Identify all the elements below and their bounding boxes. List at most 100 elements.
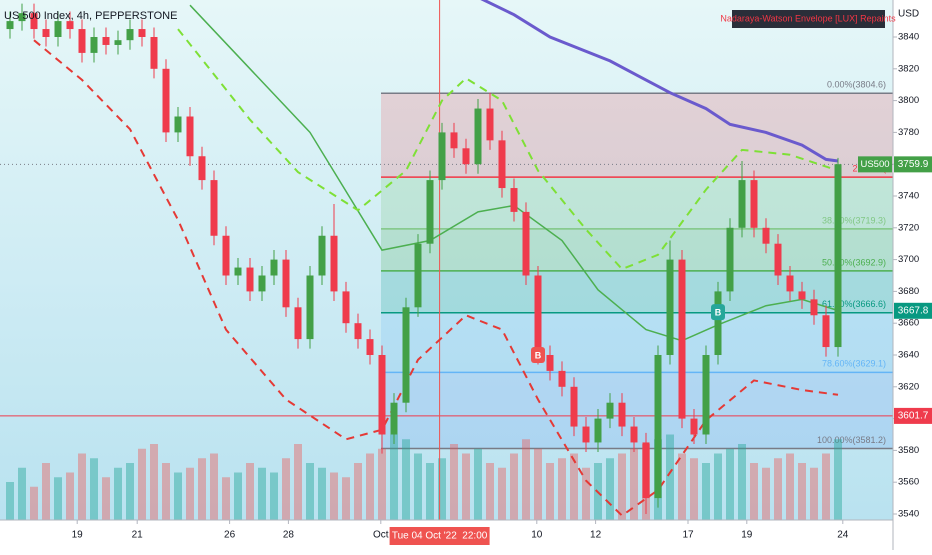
volume-bar bbox=[138, 448, 146, 520]
indicator-line bbox=[177, 28, 839, 271]
candle-body bbox=[210, 180, 218, 236]
plot-area: 0.00%(3804.6)23.60%(38.20%(3719.3)50.00%… bbox=[0, 0, 893, 520]
candle-body bbox=[474, 108, 482, 165]
fib-label: 61.80%(3666.6) bbox=[822, 299, 886, 309]
y-tick-label: 3560 bbox=[898, 477, 919, 488]
y-tick-label: 3540 bbox=[898, 509, 919, 520]
fib-zone bbox=[381, 270, 893, 313]
volume-bar bbox=[294, 444, 302, 520]
volume-bar bbox=[714, 453, 722, 520]
volume-bar bbox=[30, 486, 38, 520]
volume-bar bbox=[390, 434, 398, 520]
x-tick-label: 19 bbox=[72, 530, 84, 541]
volume-bar bbox=[234, 472, 242, 520]
price-label: 3759.9 bbox=[898, 159, 929, 170]
volume-bar bbox=[174, 472, 182, 520]
candle-body bbox=[450, 132, 458, 149]
candle-body bbox=[246, 267, 254, 292]
volume-bar bbox=[198, 458, 206, 520]
candle-body bbox=[186, 116, 194, 157]
x-tick-label: 12 bbox=[590, 530, 602, 541]
candle-body bbox=[462, 148, 470, 165]
volume-bar bbox=[666, 434, 674, 520]
y-tick-label: 3620 bbox=[898, 381, 919, 392]
candle-body bbox=[18, 13, 26, 22]
volume-bar bbox=[282, 458, 290, 520]
candle-body bbox=[498, 140, 506, 189]
candle-body bbox=[270, 259, 278, 276]
candle-body bbox=[654, 355, 662, 499]
volume-bar bbox=[414, 453, 422, 520]
x-tick-label: 19 bbox=[741, 530, 753, 541]
volume-bar bbox=[510, 453, 518, 520]
volume-bar bbox=[54, 477, 62, 520]
candle-body bbox=[78, 29, 86, 53]
candle-body bbox=[414, 243, 422, 308]
volume-bar bbox=[762, 467, 770, 520]
volume-bar bbox=[78, 453, 86, 520]
volume-bar bbox=[690, 458, 698, 520]
candle-body bbox=[378, 355, 386, 435]
candle-body bbox=[426, 180, 434, 244]
volume-bar bbox=[306, 463, 314, 520]
volume-bar bbox=[618, 453, 626, 520]
price-label: 3667.8 bbox=[898, 305, 929, 316]
volume-bar bbox=[822, 453, 830, 520]
candle-body bbox=[546, 355, 554, 371]
symbol-label: US500 bbox=[860, 159, 889, 170]
candle-body bbox=[90, 37, 98, 53]
signal-label: B bbox=[715, 307, 722, 317]
candle-body bbox=[102, 37, 110, 45]
volume-bar bbox=[6, 482, 14, 520]
volume-bar bbox=[498, 467, 506, 520]
symbol-box bbox=[858, 156, 892, 173]
candle-body bbox=[750, 180, 758, 228]
candle-body bbox=[198, 156, 206, 181]
candle-body bbox=[558, 370, 566, 387]
x-tick-label: Oct bbox=[373, 530, 389, 541]
candle-body bbox=[786, 275, 794, 292]
candle-body bbox=[666, 259, 674, 355]
candle-body bbox=[594, 418, 602, 443]
fib-label: 50.00%(3692.9) bbox=[822, 257, 886, 267]
volume-bar bbox=[150, 444, 158, 520]
volume-bar bbox=[546, 463, 554, 520]
candle-body bbox=[714, 291, 722, 355]
fib-label: 0.00%(3804.6) bbox=[827, 80, 886, 90]
volume-bar bbox=[18, 467, 26, 520]
candle-body bbox=[114, 40, 122, 45]
indicator-line bbox=[189, 4, 839, 342]
candle-body bbox=[606, 402, 614, 419]
candle-body bbox=[486, 108, 494, 141]
candle-body bbox=[42, 29, 50, 37]
candle-body bbox=[318, 235, 326, 276]
volume-bar bbox=[726, 448, 734, 520]
volume-bar bbox=[210, 453, 218, 520]
indicator-line bbox=[480, 0, 839, 163]
volume-bar bbox=[834, 439, 842, 520]
fib-label: 100.00%(3581.2) bbox=[817, 435, 886, 445]
volume-bar bbox=[678, 453, 686, 520]
plot-background bbox=[0, 0, 893, 520]
candle-body bbox=[390, 402, 398, 435]
volume-bar bbox=[42, 463, 50, 520]
volume-bar bbox=[798, 463, 806, 520]
candle-body bbox=[510, 188, 518, 212]
volume-bar bbox=[582, 467, 590, 520]
volume-bar bbox=[342, 477, 350, 520]
x-tick-label: 26 bbox=[224, 530, 236, 541]
volume-bar bbox=[774, 458, 782, 520]
candle-body bbox=[126, 29, 134, 41]
volume-bar bbox=[66, 472, 74, 520]
candle-body bbox=[6, 21, 14, 30]
price-label-box bbox=[894, 156, 932, 173]
candle-body bbox=[282, 259, 290, 308]
y-tick-label: 3780 bbox=[898, 127, 919, 138]
fib-zone bbox=[381, 228, 893, 271]
candle-body bbox=[678, 259, 686, 419]
x-tick-label: 24 bbox=[837, 530, 849, 541]
volume-bar bbox=[486, 463, 494, 520]
volume-bar bbox=[462, 453, 470, 520]
volume-bar bbox=[558, 458, 566, 520]
